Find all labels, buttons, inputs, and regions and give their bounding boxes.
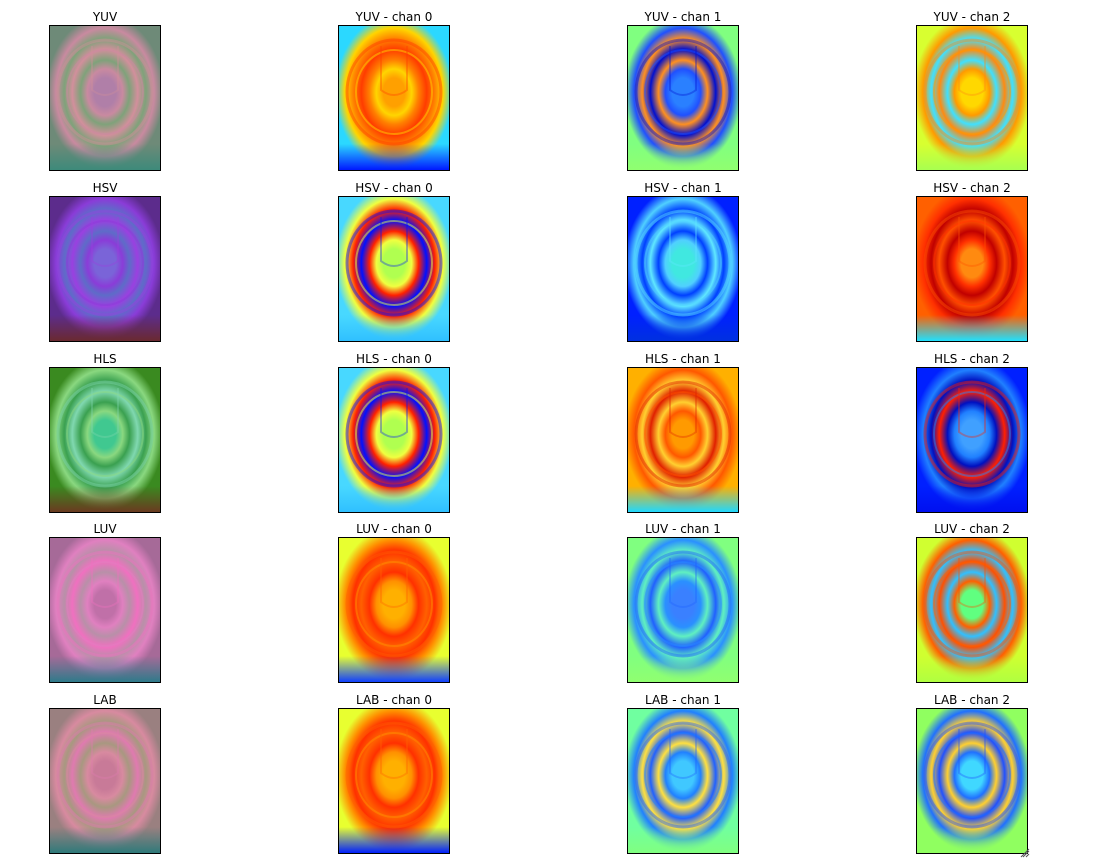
concentric-rings-image [917,26,1027,170]
panel-image [916,537,1028,683]
panel-image [49,196,161,342]
concentric-rings-image [339,709,449,853]
panel-image [916,708,1028,854]
concentric-rings-image [628,538,738,682]
panel-image [49,367,161,513]
concentric-rings-image [628,197,738,341]
panel-title: HLS - chan 2 [934,352,1010,366]
panel-image [338,367,450,513]
concentric-rings-image [50,197,160,341]
panel-image [338,537,450,683]
concentric-rings-image [339,538,449,682]
concentric-rings-image [339,197,449,341]
panel-title: HSV - chan 0 [355,181,433,195]
panel-image [627,367,739,513]
panel-image [49,537,161,683]
panel-title: YUV [92,10,118,24]
panel-image [916,367,1028,513]
panel-title: LUV [93,522,117,536]
concentric-rings-image [917,368,1027,512]
panel-title: HLS - chan 1 [645,352,721,366]
panel-title: YUV - chan 2 [933,10,1011,24]
panel-title: LUV - chan 2 [934,522,1010,536]
panel-title: LUV - chan 1 [645,522,721,536]
concentric-rings-image [50,26,160,170]
panel-image [627,708,739,854]
panel-title: LAB - chan 2 [934,693,1010,707]
concentric-rings-image [917,197,1027,341]
concentric-rings-image [50,368,160,512]
panel-image [627,196,739,342]
concentric-rings-image [628,368,738,512]
panel-image [916,196,1028,342]
concentric-rings-image [628,709,738,853]
panel-image [49,708,161,854]
panel-title: YUV - chan 1 [644,10,722,24]
panel-title: HLS [93,352,117,366]
concentric-rings-image [628,26,738,170]
panel-title: HSV - chan 1 [644,181,722,195]
concentric-rings-image [339,368,449,512]
concentric-rings-image [339,26,449,170]
panel-title: LUV - chan 0 [356,522,432,536]
panel-title: YUV - chan 0 [355,10,433,24]
panel-title: HSV - chan 2 [933,181,1011,195]
panel-title: HLS - chan 0 [356,352,432,366]
panel-image [916,25,1028,171]
panel-image [49,25,161,171]
panel-title: LAB - chan 0 [356,693,432,707]
concentric-rings-image [917,538,1027,682]
panel-image [338,25,450,171]
panel-image [627,537,739,683]
concentric-rings-image [917,709,1027,853]
concentric-rings-image [50,709,160,853]
panel-image [338,708,450,854]
concentric-rings-image [50,538,160,682]
panel-image [627,25,739,171]
panel-title: HSV [92,181,118,195]
resize-grip-icon[interactable] [1020,848,1030,858]
panel-title: LAB [93,693,117,707]
panel-image [338,196,450,342]
panel-title: LAB - chan 1 [645,693,721,707]
